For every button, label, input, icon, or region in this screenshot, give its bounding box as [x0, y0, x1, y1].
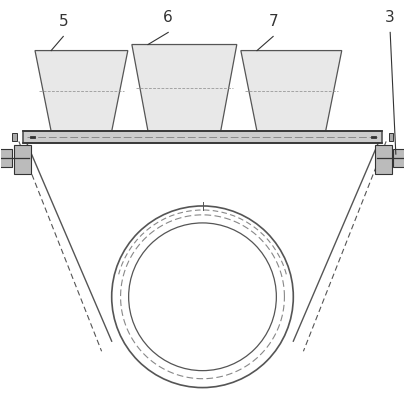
Bar: [393, 149, 405, 167]
Bar: [12, 133, 17, 142]
Polygon shape: [132, 45, 237, 131]
Text: 3: 3: [385, 10, 395, 25]
Bar: [0, 149, 13, 167]
Bar: [388, 133, 393, 142]
Text: 7: 7: [269, 14, 278, 29]
Bar: [23, 131, 382, 143]
Polygon shape: [35, 50, 128, 131]
Bar: [375, 145, 392, 174]
Polygon shape: [241, 50, 342, 131]
Text: 6: 6: [163, 10, 173, 25]
Text: 5: 5: [58, 14, 68, 29]
Bar: [14, 145, 31, 174]
